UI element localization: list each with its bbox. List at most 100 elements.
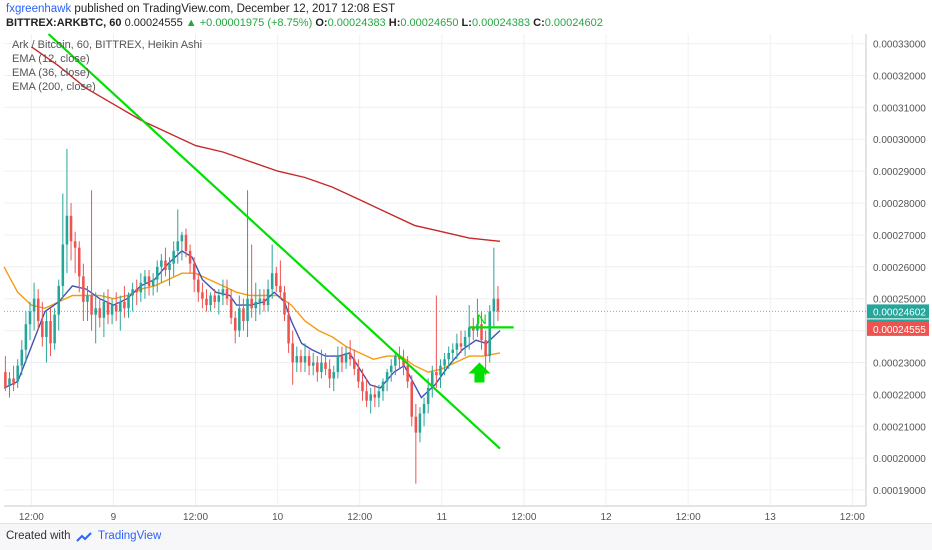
price-axis[interactable]: 0.00019000 0.00020000 0.00021000 0.00022000… (4, 34, 929, 506)
price-tick-label: 0.00023000 (873, 358, 926, 369)
legend-title: Ark / Bitcoin, 60, BITTREX, Heikin Ashi (12, 39, 202, 51)
candle-body (279, 285, 282, 293)
candle-body (106, 301, 110, 315)
candle-body (98, 308, 102, 318)
candle-body (57, 285, 61, 315)
candle-body (110, 305, 114, 315)
candle-body (496, 298, 500, 312)
candle-body (82, 276, 85, 302)
candle-body (381, 381, 385, 392)
footer-bar: Created with TradingView (0, 523, 932, 550)
candle-body (254, 301, 258, 309)
candle-body (8, 378, 11, 385)
ema200-series (30, 46, 501, 242)
last-price: 0.00024555 (124, 17, 183, 29)
candle-body (28, 311, 32, 325)
candle-body (488, 311, 492, 357)
candle-body (311, 362, 315, 366)
candle-body (205, 298, 208, 306)
annotations: N (468, 311, 491, 383)
candle-body (472, 327, 475, 331)
candle-body (45, 321, 48, 337)
price-tick-label: 0.00029000 (873, 167, 926, 178)
time-axis[interactable]: 12:00 9 12:00 10 12:00 11 12:00 12 12:00 13 12:00 (4, 505, 866, 523)
h-label: H: (388, 17, 401, 29)
change-value: +0.00001975 (+8.75%) (199, 17, 313, 29)
candle-body (123, 301, 126, 309)
time-tick-label: 12:00 (19, 512, 44, 523)
candle-body (275, 273, 278, 286)
candle-body (147, 276, 151, 286)
price-tick-label: 0.00031000 (873, 103, 926, 114)
candle-body (246, 298, 249, 322)
candle-body (484, 340, 487, 357)
price-tick-label: 0.00033000 (873, 40, 926, 51)
time-tick-label: 12:00 (347, 512, 372, 523)
candle-body (180, 234, 184, 242)
time-tick-label: 12:00 (676, 512, 701, 523)
candle-body (410, 381, 414, 417)
price-tick-label: 0.00028000 (873, 199, 926, 210)
candle-body (307, 356, 311, 366)
candle-body (316, 362, 319, 373)
price-chart[interactable]: N 0.00019000 0.00020000 0.00021000 0.000220… (0, 0, 932, 524)
candle-body (455, 343, 459, 350)
price-tick-label: 0.00026000 (873, 263, 926, 274)
price-tick-label: 0.00027000 (873, 231, 926, 242)
candle-body (418, 413, 422, 433)
candle-body (426, 388, 430, 404)
candle-body (283, 292, 286, 315)
candle-body (340, 356, 344, 363)
candle-body (90, 295, 93, 315)
time-tick-label: 12 (600, 512, 612, 523)
candle-body (332, 372, 336, 379)
candle-body (176, 241, 180, 251)
publish-info: fxgreenhawk published on TradingView.com… (6, 3, 395, 15)
candle-body (320, 362, 323, 373)
tradingview-link[interactable]: TradingView (98, 530, 162, 542)
candle-body (480, 324, 483, 341)
candle-body (233, 317, 237, 331)
candle-body (201, 292, 204, 299)
o-label: O: (315, 17, 328, 29)
username-link[interactable]: fxgreenhawk (6, 3, 72, 15)
candle-body (357, 368, 360, 382)
candle-body (49, 321, 52, 344)
candle-body (328, 368, 331, 379)
legend-ema36: EMA (36, close) (12, 67, 90, 79)
price-tick-label: 0.00021000 (873, 422, 926, 433)
candle-body (192, 263, 196, 280)
candle-body (348, 352, 352, 360)
candle-body (36, 298, 40, 322)
candle-body (365, 391, 368, 401)
candle-body (131, 289, 134, 296)
candle-body (414, 416, 418, 433)
publish-text: published on TradingView.com, December 1… (74, 3, 396, 15)
candle-body (262, 298, 266, 306)
candle-body (119, 301, 122, 312)
candle-body (353, 359, 356, 369)
price-tick-label: 0.00025000 (873, 295, 926, 306)
last-price-badge-bg (867, 321, 929, 336)
candle-body (69, 215, 73, 242)
candle-body (155, 266, 159, 280)
candle-body (402, 359, 405, 366)
candle-body (164, 260, 167, 270)
time-tick-label: 10 (272, 512, 284, 523)
candle-body (369, 394, 372, 401)
c-value: 0.00024602 (544, 17, 603, 29)
candle-body (385, 372, 389, 382)
candle-body (86, 295, 89, 302)
created-with-text: Created with (6, 530, 71, 542)
candle-body (217, 295, 221, 302)
candle-body (492, 298, 496, 312)
chart-grid (4, 34, 866, 506)
tradingview-logo-icon (76, 532, 92, 542)
legend-ema200: EMA (200, close) (12, 81, 96, 93)
candle-body (160, 260, 163, 267)
candle-body (447, 352, 450, 360)
candle-body (221, 289, 225, 296)
candle-body (266, 289, 270, 306)
time-tick-label: 9 (111, 512, 117, 523)
l-value: 0.00024383 (471, 17, 531, 29)
